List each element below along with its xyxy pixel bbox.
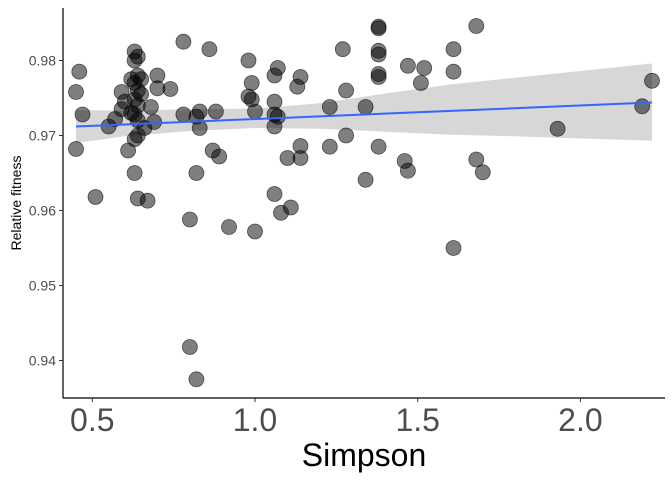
- data-point: [468, 18, 485, 34]
- data-point: [74, 106, 91, 123]
- y-tick-label: 0.96: [29, 203, 56, 219]
- data-point: [321, 138, 338, 155]
- data-point: [338, 82, 355, 99]
- data-point: [129, 48, 146, 65]
- data-point: [71, 63, 88, 80]
- data-point: [370, 46, 387, 63]
- data-point: [68, 84, 84, 100]
- data-point: [175, 106, 192, 123]
- data-point: [357, 99, 374, 115]
- data-point: [247, 103, 263, 120]
- data-point: [207, 103, 224, 120]
- data-point: [126, 165, 143, 181]
- y-tick-label: 0.94: [29, 353, 56, 369]
- data-point: [142, 99, 159, 115]
- data-point: [133, 86, 150, 103]
- data-point: [370, 69, 387, 85]
- data-point: [338, 127, 355, 144]
- points-layer: [68, 18, 660, 388]
- data-point: [269, 60, 286, 76]
- data-point: [634, 98, 651, 115]
- data-point: [357, 171, 374, 188]
- data-point: [412, 75, 429, 91]
- data-point: [221, 219, 237, 235]
- x-axis-title: Simpson: [302, 437, 427, 473]
- data-point: [191, 120, 208, 136]
- x-tick-label: 1.5: [395, 402, 439, 438]
- data-point: [87, 189, 104, 205]
- data-point: [162, 81, 179, 97]
- data-point: [175, 33, 192, 50]
- x-tick-label: 0.5: [70, 402, 114, 438]
- data-point: [68, 141, 84, 157]
- data-point: [266, 186, 283, 202]
- data-point: [269, 108, 286, 125]
- data-point: [474, 164, 491, 181]
- trend-line-layer: [75, 101, 653, 128]
- data-point: [399, 162, 416, 179]
- x-ticks: 0.5 1.0 1.5 2.0: [70, 398, 603, 438]
- x-tick-label: 1.0: [233, 402, 277, 438]
- data-point: [549, 120, 566, 137]
- data-point: [292, 69, 309, 85]
- data-point: [445, 41, 462, 58]
- data-point: [445, 240, 462, 256]
- data-point: [370, 138, 387, 155]
- data-point: [240, 52, 257, 69]
- data-point: [181, 211, 198, 228]
- y-tick-label: 0.95: [29, 278, 56, 294]
- y-ticks: 0.94 0.95 0.96 0.97 0.98: [29, 53, 63, 369]
- data-point: [133, 71, 150, 88]
- data-point: [191, 103, 208, 120]
- y-tick-label: 0.98: [29, 53, 56, 69]
- data-point: [282, 199, 299, 216]
- data-point: [188, 165, 205, 181]
- data-point: [321, 99, 338, 115]
- data-point: [247, 223, 263, 240]
- data-point: [243, 75, 260, 91]
- data-point: [211, 148, 228, 165]
- trend-line: [75, 101, 653, 128]
- data-point: [139, 192, 156, 209]
- data-point: [399, 57, 416, 74]
- data-point: [644, 72, 660, 89]
- data-point: [201, 41, 218, 58]
- data-point: [468, 151, 485, 168]
- x-tick-label: 2.0: [558, 402, 602, 438]
- data-point: [188, 371, 205, 388]
- data-point: [181, 339, 198, 355]
- data-point: [146, 114, 163, 130]
- data-point: [445, 63, 462, 80]
- y-tick-label: 0.97: [29, 128, 56, 144]
- y-axis-title: Relative fitness: [8, 156, 24, 251]
- data-point: [370, 20, 387, 37]
- data-point: [416, 60, 433, 76]
- data-point: [334, 41, 351, 58]
- data-point: [292, 138, 309, 154]
